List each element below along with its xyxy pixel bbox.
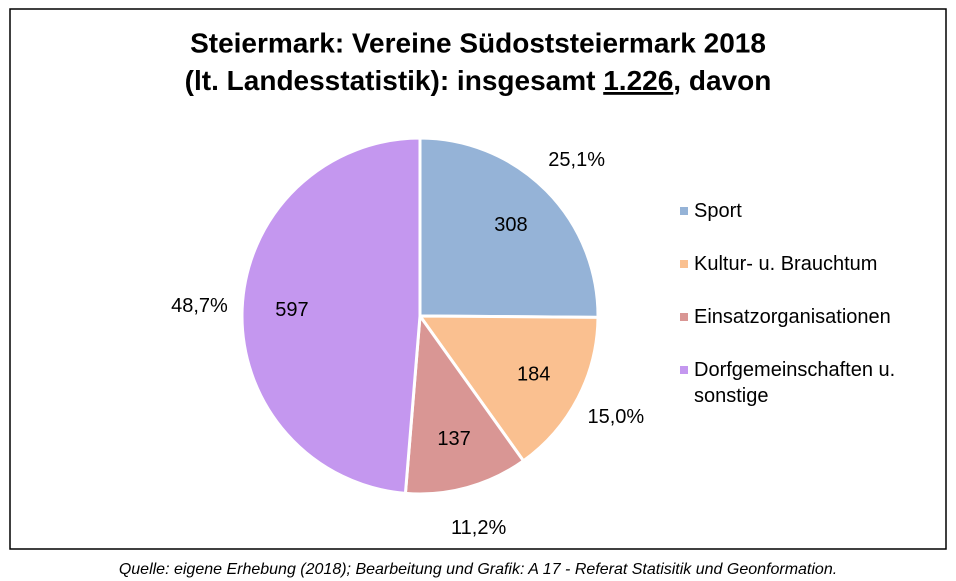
legend: Sport Kultur- u. Brauchtum Einsatzorganisa… bbox=[680, 198, 950, 436]
chart-title: Steiermark: Vereine Südoststeiermark 201… bbox=[190, 27, 766, 58]
legend-swatch bbox=[680, 366, 688, 374]
title-part: (lt. Landesstatistik): insgesamt bbox=[185, 65, 596, 96]
source-note: Quelle: eigene Erhebung (2018); Bearbeit… bbox=[119, 561, 837, 578]
legend-item: Sport bbox=[680, 198, 950, 224]
legend-label: Einsatzorganisationen bbox=[694, 306, 891, 328]
value-label: 597 bbox=[275, 299, 308, 321]
legend-item: Einsatzorganisationen bbox=[680, 304, 950, 330]
legend-label: Kultur- u. Brauchtum bbox=[694, 253, 878, 275]
chart-frame bbox=[9, 8, 947, 550]
legend-item: Kultur- u. Brauchtum bbox=[680, 251, 950, 277]
legend-item: Dorfgemeinschaften u. sonstige bbox=[680, 357, 950, 409]
percentage-label: 25,1% bbox=[548, 149, 605, 171]
chart-title: (lt. Landesstatistik): insgesamt 1.226, … bbox=[185, 65, 772, 96]
percentage-label: 15,0% bbox=[588, 406, 645, 428]
title-part: , davon bbox=[673, 65, 771, 96]
pie-slice bbox=[418, 136, 600, 319]
value-label: 184 bbox=[517, 363, 550, 385]
legend-swatch bbox=[680, 260, 688, 268]
legend-label: Dorfgemeinschaften u. sonstige bbox=[694, 359, 896, 407]
legend-label: Sport bbox=[694, 200, 742, 222]
pie-slice bbox=[240, 136, 422, 496]
value-label: 137 bbox=[437, 428, 470, 450]
value-label: 308 bbox=[494, 214, 527, 236]
legend-swatch bbox=[680, 313, 688, 321]
legend-swatch bbox=[680, 207, 688, 215]
title-total: 1.226 bbox=[603, 65, 673, 96]
pie-slice bbox=[403, 311, 526, 496]
pie-slice bbox=[417, 314, 600, 463]
percentage-label: 48,7% bbox=[171, 295, 228, 317]
percentage-label: 11,2% bbox=[451, 517, 506, 539]
pie bbox=[240, 136, 600, 496]
